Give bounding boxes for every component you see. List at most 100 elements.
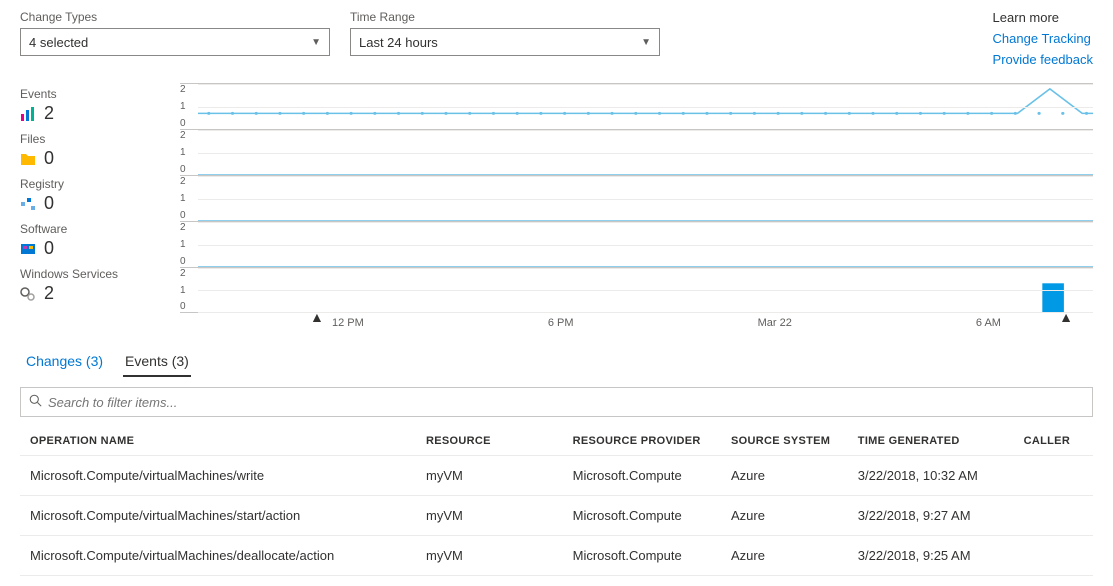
learn-more-header: Learn more: [993, 10, 1093, 25]
search-icon: [29, 394, 42, 410]
tab-events[interactable]: Events (3): [123, 347, 191, 377]
time-range-dropdown[interactable]: Last 24 hours ▼: [350, 28, 660, 56]
search-input[interactable]: [48, 395, 1084, 410]
col-resource[interactable]: RESOURCE: [416, 427, 563, 456]
x-axis-label: 12 PM: [332, 317, 364, 329]
chart-strip[interactable]: 2 1 0: [180, 175, 1093, 221]
registry-icon: [20, 196, 36, 212]
col-operation-name[interactable]: OPERATION NAME: [20, 427, 416, 456]
metric-value: 0: [44, 193, 54, 214]
metric-label: Events: [20, 87, 170, 101]
table-cell: Microsoft.Compute/virtualMachines/write: [20, 456, 416, 496]
link-change-tracking[interactable]: Change Tracking: [993, 31, 1093, 46]
chevron-down-icon: ▼: [641, 37, 651, 48]
table-cell: 3/22/2018, 10:32 AM: [848, 456, 1014, 496]
col-resource-provider[interactable]: RESOURCE PROVIDER: [563, 427, 721, 456]
table-header-row: OPERATION NAME RESOURCE RESOURCE PROVIDE…: [20, 427, 1093, 456]
table-cell: myVM: [416, 496, 563, 536]
metric-label: Software: [20, 222, 170, 236]
col-time-generated[interactable]: TIME GENERATED: [848, 427, 1014, 456]
table-cell: Microsoft.Compute: [563, 456, 721, 496]
chart-x-axis: ▲ 12 PM 6 PM Mar 22 6 AM ▲: [240, 317, 1093, 329]
col-source-system[interactable]: SOURCE SYSTEM: [721, 427, 848, 456]
col-caller[interactable]: CALLER: [1014, 427, 1093, 456]
chart-strip[interactable]: 2 1 0: [180, 267, 1093, 313]
metric-value: 0: [44, 148, 54, 169]
table-cell: 3/22/2018, 9:27 AM: [848, 496, 1014, 536]
x-axis-label: 6 AM: [976, 317, 1001, 329]
y-tick-label: 2: [180, 84, 186, 95]
metrics-and-charts: Events 2 Files 0 Registry: [20, 83, 1093, 329]
events-table: OPERATION NAME RESOURCE RESOURCE PROVIDE…: [20, 427, 1093, 576]
metric-events[interactable]: Events 2: [20, 87, 170, 124]
range-marker-left-icon[interactable]: ▲: [310, 309, 324, 325]
change-types-value: 4 selected: [29, 35, 88, 50]
y-tick-label: 2: [180, 176, 186, 187]
metric-label: Registry: [20, 177, 170, 191]
x-axis-label: Mar 22: [758, 317, 792, 329]
table-cell: [1014, 456, 1093, 496]
change-types-filter: Change Types 4 selected ▼: [20, 10, 330, 73]
learn-more-panel: Learn more Change Tracking Provide feedb…: [993, 10, 1093, 73]
table-cell: Microsoft.Compute: [563, 536, 721, 576]
software-icon: [20, 241, 36, 257]
y-tick-label: 1: [180, 239, 186, 250]
bar-chart-icon: [20, 106, 36, 122]
time-range-value: Last 24 hours: [359, 35, 438, 50]
chart-strip[interactable]: 2 1 0: [180, 83, 1093, 129]
chart-strip[interactable]: 2 1 0: [180, 129, 1093, 175]
table-cell: Azure: [721, 496, 848, 536]
metric-value: 0: [44, 238, 54, 259]
table-row[interactable]: Microsoft.Compute/virtualMachines/deallo…: [20, 536, 1093, 576]
link-provide-feedback[interactable]: Provide feedback: [993, 52, 1093, 67]
y-tick-label: 2: [180, 130, 186, 141]
table-cell: myVM: [416, 456, 563, 496]
table-cell: Microsoft.Compute: [563, 496, 721, 536]
change-types-dropdown[interactable]: 4 selected ▼: [20, 28, 330, 56]
y-tick-label: 0: [180, 301, 186, 312]
metric-windows-services[interactable]: Windows Services 2: [20, 267, 170, 304]
change-types-label: Change Types: [20, 10, 330, 24]
y-tick-label: 1: [180, 193, 186, 204]
chevron-down-icon: ▼: [311, 37, 321, 48]
table-cell: Azure: [721, 456, 848, 496]
metric-label: Files: [20, 132, 170, 146]
y-tick-label: 1: [180, 101, 186, 112]
filter-bar: Change Types 4 selected ▼ Time Range Las…: [20, 10, 1093, 73]
y-tick-label: 0: [180, 210, 186, 221]
table-row[interactable]: Microsoft.Compute/virtualMachines/writem…: [20, 456, 1093, 496]
metric-label: Windows Services: [20, 267, 170, 281]
y-tick-label: 2: [180, 268, 186, 279]
gears-icon: [20, 286, 36, 302]
time-range-filter: Time Range Last 24 hours ▼: [350, 10, 660, 73]
search-bar[interactable]: [20, 387, 1093, 417]
result-tabs: Changes (3) Events (3): [20, 347, 1093, 377]
chart-strip[interactable]: 2 1 0: [180, 221, 1093, 267]
tab-changes[interactable]: Changes (3): [24, 347, 105, 377]
metric-registry[interactable]: Registry 0: [20, 177, 170, 214]
y-tick-label: 0: [180, 256, 186, 267]
y-tick-label: 1: [180, 147, 186, 158]
metrics-column: Events 2 Files 0 Registry: [20, 83, 170, 329]
table-cell: 3/22/2018, 9:25 AM: [848, 536, 1014, 576]
table-row[interactable]: Microsoft.Compute/virtualMachines/start/…: [20, 496, 1093, 536]
table-cell: Microsoft.Compute/virtualMachines/start/…: [20, 496, 416, 536]
time-range-label: Time Range: [350, 10, 660, 24]
y-tick-label: 2: [180, 222, 186, 233]
range-marker-right-icon[interactable]: ▲: [1059, 309, 1073, 325]
x-axis-label: 6 PM: [548, 317, 574, 329]
metric-files[interactable]: Files 0: [20, 132, 170, 169]
metric-software[interactable]: Software 0: [20, 222, 170, 259]
table-cell: myVM: [416, 536, 563, 576]
y-tick-label: 0: [180, 118, 186, 129]
folder-icon: [20, 151, 36, 167]
charts-column: 210210210210210 ▲ 12 PM 6 PM Mar 22 6 AM…: [180, 83, 1093, 329]
table-cell: [1014, 496, 1093, 536]
table-cell: Microsoft.Compute/virtualMachines/deallo…: [20, 536, 416, 576]
y-tick-label: 0: [180, 164, 186, 175]
y-tick-label: 1: [180, 285, 186, 296]
table-cell: [1014, 536, 1093, 576]
table-cell: Azure: [721, 536, 848, 576]
metric-value: 2: [44, 103, 54, 124]
metric-value: 2: [44, 283, 54, 304]
